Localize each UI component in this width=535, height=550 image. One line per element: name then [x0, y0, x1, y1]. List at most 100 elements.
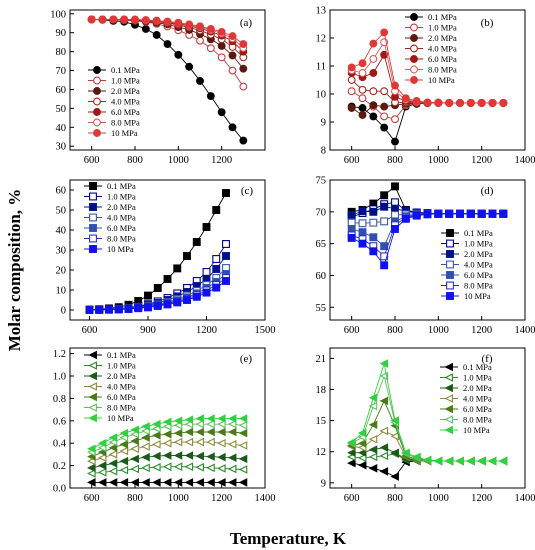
data-point — [238, 441, 248, 450]
legend-label: 1.0 MPa — [428, 23, 457, 33]
y-tick-label: 1.2 — [53, 349, 66, 360]
data-point — [152, 419, 161, 429]
legend-marker — [93, 87, 101, 95]
legend-marker — [446, 260, 454, 269]
data-point — [445, 209, 454, 218]
plot-frame — [329, 9, 526, 151]
data-point — [206, 437, 215, 447]
data-point — [97, 438, 107, 448]
legend-marker — [89, 224, 97, 232]
data-point — [217, 452, 226, 462]
data-point — [390, 416, 399, 425]
data-point — [391, 81, 399, 90]
data-point — [238, 428, 248, 438]
data-point — [358, 228, 367, 237]
data-point — [134, 304, 143, 313]
data-point — [357, 428, 367, 438]
legend-label: 10 MPa — [428, 75, 455, 85]
y-tick-label: 0.4 — [53, 439, 67, 450]
data-point — [153, 284, 162, 292]
data-point — [163, 275, 172, 283]
data-point — [206, 419, 215, 429]
series-10-mpa — [347, 209, 508, 270]
y-tick-label: 40 — [56, 123, 67, 134]
data-point — [217, 478, 226, 487]
data-point — [358, 239, 367, 248]
data-point — [173, 462, 183, 472]
series-2-0-mpa — [87, 451, 248, 473]
data-point — [380, 112, 389, 121]
data-point — [456, 209, 464, 218]
y-tick-label: 11 — [316, 62, 326, 73]
data-point — [358, 207, 367, 216]
data-point — [206, 427, 215, 437]
data-point — [87, 15, 96, 24]
data-point — [228, 32, 237, 41]
data-point — [369, 218, 378, 227]
legend-marker — [89, 234, 97, 243]
data-point — [379, 443, 389, 452]
legend-label: 6.0 MPa — [428, 54, 457, 64]
data-point — [173, 298, 182, 307]
legend-marker — [444, 415, 453, 424]
data-point — [357, 439, 367, 448]
data-point — [477, 99, 486, 107]
data-point — [141, 452, 150, 462]
legend-marker — [88, 392, 97, 402]
y-tick-label: 0 — [61, 306, 66, 317]
legend-marker — [444, 394, 453, 403]
x-tick-label: 1400 — [515, 325, 535, 336]
data-point — [487, 456, 497, 466]
data-point — [131, 15, 139, 24]
y-tick-label: 0.2 — [53, 461, 66, 472]
data-point — [162, 438, 172, 448]
data-point — [227, 427, 237, 437]
data-point — [238, 454, 248, 464]
data-point — [173, 428, 183, 438]
data-point — [202, 223, 211, 231]
legend-label: 2.0 MPa — [107, 202, 136, 212]
data-point — [347, 438, 356, 447]
data-point — [141, 16, 150, 24]
data-point — [202, 288, 211, 297]
data-point — [434, 98, 443, 107]
legend-marker — [93, 129, 101, 137]
y-tick-label: 50 — [56, 206, 67, 217]
data-point — [380, 191, 389, 200]
legend-label: 4.0 MPa — [428, 44, 457, 54]
data-point — [434, 209, 443, 218]
data-point — [130, 454, 139, 464]
x-tick-label: 1500 — [255, 325, 276, 336]
data-point — [141, 24, 150, 33]
y-tick-label: 8 — [321, 146, 326, 157]
y-tick-label: 40 — [56, 226, 67, 237]
legend-label: 8.0 MPa — [107, 234, 136, 244]
x-tick-label: 800 — [387, 325, 403, 336]
data-point — [195, 451, 204, 461]
legend-marker — [89, 245, 97, 253]
y-tick-label: 10 — [56, 286, 67, 297]
data-point — [163, 300, 172, 309]
legend-marker — [444, 383, 453, 393]
legend-marker — [410, 44, 418, 53]
data-point — [212, 255, 221, 263]
data-point — [108, 459, 118, 468]
data-point — [206, 414, 215, 423]
data-point — [369, 233, 378, 242]
y-tick-label: 50 — [56, 104, 67, 115]
data-point — [380, 261, 389, 270]
data-point — [358, 111, 367, 119]
y-tick-label: 9 — [321, 478, 326, 489]
legend-marker — [89, 192, 97, 201]
data-point — [120, 15, 129, 24]
data-point — [184, 437, 194, 447]
series-0-1-mpa — [87, 478, 248, 487]
data-point — [368, 393, 378, 403]
data-point — [391, 204, 399, 213]
series-8-0-mpa — [87, 419, 248, 457]
data-point — [173, 416, 183, 426]
data-point — [196, 22, 204, 31]
y-tick-label: 75 — [316, 176, 327, 187]
data-point — [227, 453, 237, 463]
